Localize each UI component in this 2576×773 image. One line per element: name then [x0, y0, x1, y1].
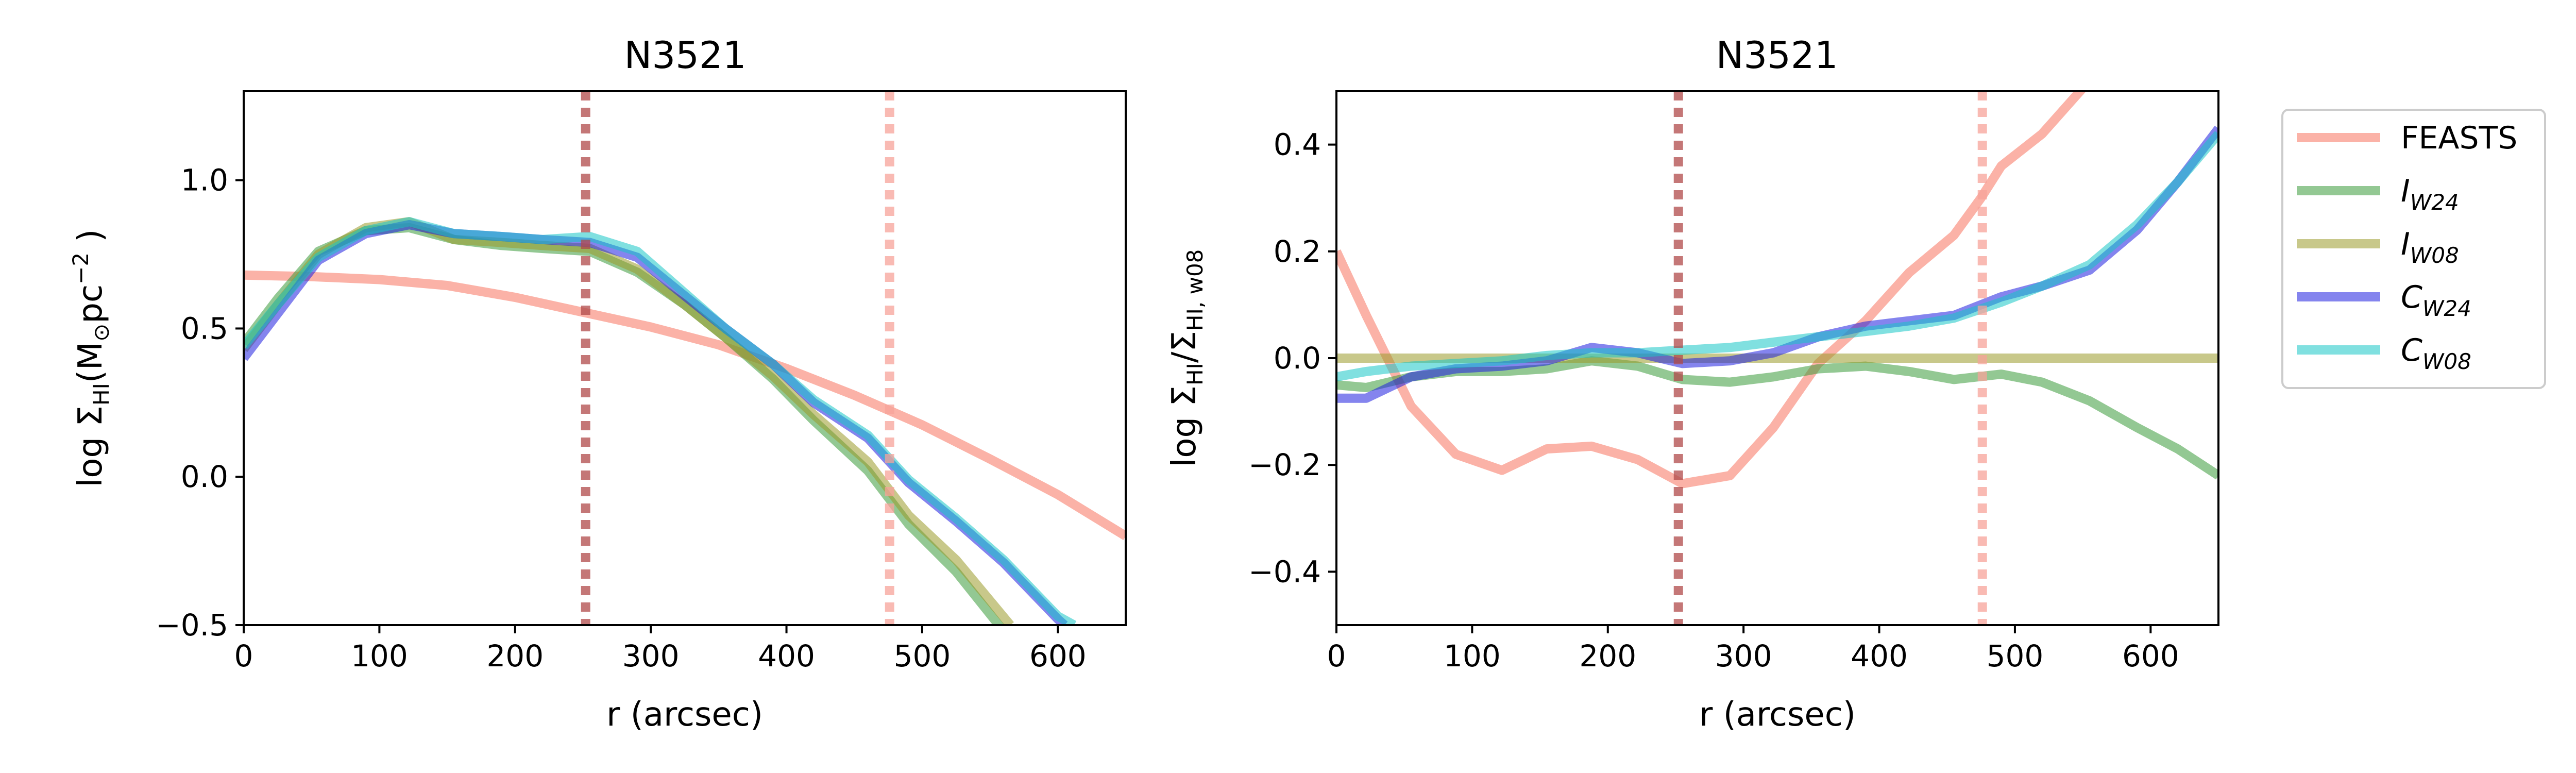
left-x-tick-label: 400 [758, 638, 815, 674]
right-y-axis-label: log ΣHI/ΣHI, w08 [1165, 249, 1208, 467]
right-x-tick-label: 0 [1327, 638, 1346, 674]
left-x-tick-label: 100 [351, 638, 408, 674]
left-y-tick-label: 0.5 [181, 311, 228, 346]
legend-label-feasts: FEASTS [2401, 120, 2517, 156]
legend-label-iw24: IW24 [2401, 173, 2459, 215]
right-x-tick-label: 300 [1715, 638, 1772, 674]
left-y-axis-label: log ΣHI(M⊙pc−2 ) [68, 229, 114, 488]
left-x-axis-label: r (arcsec) [606, 696, 763, 734]
left-x-ticks: 0 100 200 300 400 500 600 [234, 625, 1087, 674]
legend-entries: FEASTS IW24 IW08 CW24 CW08 [2297, 120, 2517, 374]
left-chart-title: N3521 [624, 33, 746, 77]
legend-label-iw08: IW08 [2401, 226, 2459, 268]
left-series-line-c-w08 [244, 217, 1077, 625]
left-x-tick-label: 300 [622, 638, 680, 674]
left-axes-frame [243, 90, 1127, 626]
right-y-tick-label: −0.2 [1248, 447, 1321, 482]
right-y-tick-label: 0.2 [1274, 234, 1321, 269]
right-x-tick-label: 100 [1444, 638, 1501, 674]
right-y-tick-label: 0.0 [1274, 341, 1321, 376]
left-y-tick-label: 0.0 [181, 459, 228, 494]
right-x-tick-label: 600 [2122, 638, 2179, 674]
left-x-tick-label: 200 [486, 638, 544, 674]
left-x-tick-label: 500 [894, 638, 951, 674]
right-y-ticks: −0.4 −0.2 0.0 0.2 0.4 [1248, 127, 1336, 589]
legend-frame [2281, 109, 2546, 389]
legend-label-cw08: CW08 [2401, 332, 2471, 374]
left-x-tick-label: 600 [1029, 638, 1087, 674]
legend-label-cw24: CW24 [2401, 279, 2471, 321]
left-x-tick-label: 0 [234, 638, 253, 674]
left-y-ticks: −0.5 0.0 0.5 1.0 [156, 163, 244, 643]
left-plot-lines [244, 217, 1126, 625]
left-y-tick-label: −0.5 [156, 608, 228, 643]
left-reference-lines [581, 91, 894, 625]
right-reference-lines [1673, 91, 1987, 625]
right-x-tick-label: 500 [1987, 638, 2044, 674]
left-y-tick-label: 1.0 [181, 163, 228, 198]
right-x-tick-label: 200 [1579, 638, 1636, 674]
right-series-line-feasts [1336, 91, 2087, 489]
right-y-tick-label: 0.4 [1274, 127, 1321, 162]
right-panel: N3521 0 100 200 300 400 500 600 −0.4 −0.2 0.0 0.2… [1165, 33, 2219, 734]
right-x-tick-label: 400 [1851, 638, 1908, 674]
right-plot-lines [1336, 91, 2218, 489]
right-y-tick-label: −0.4 [1248, 554, 1321, 589]
right-series-line-c-w08 [1336, 131, 2218, 382]
right-x-axis-label: r (arcsec) [1699, 696, 1856, 734]
left-series-line-feasts [244, 270, 1126, 540]
right-x-ticks: 0 100 200 300 400 500 600 [1327, 625, 2179, 674]
right-chart-title: N3521 [1716, 33, 1838, 77]
legend: FEASTS IW24 IW08 CW24 CW08 [2281, 109, 2546, 389]
left-panel: N3521 0 100 200 300 400 500 600 −0.50.00.51.0 … [68, 33, 1127, 734]
